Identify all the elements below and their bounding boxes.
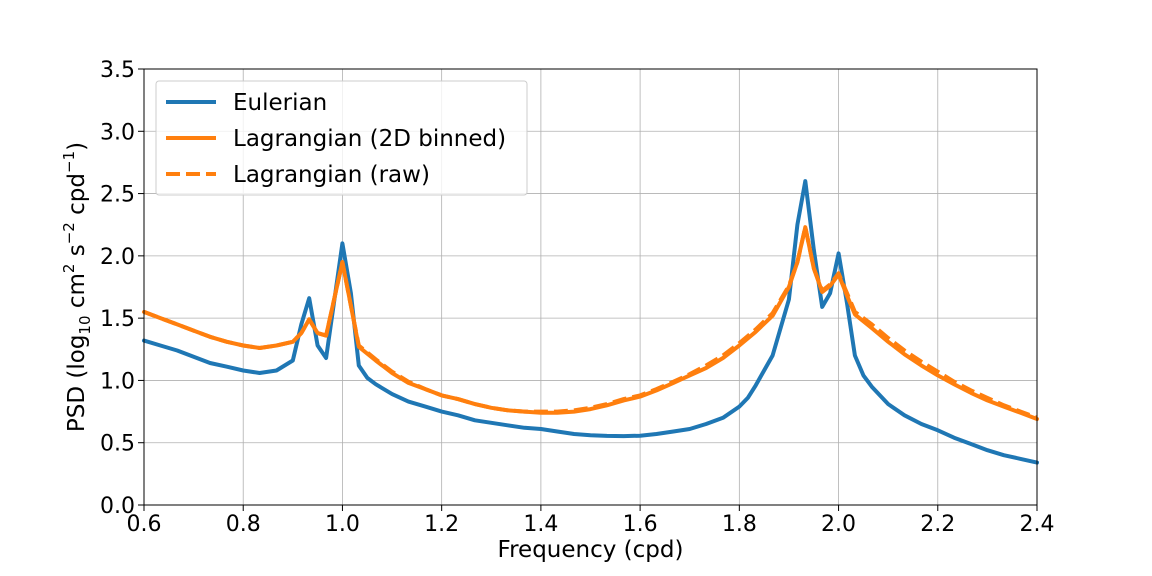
ylabel-suffix: ) — [64, 142, 90, 151]
ylabel-sup3: −1 — [60, 151, 78, 173]
ylabel-sub: 10 — [76, 315, 94, 334]
x-tick-label: 1.2 — [424, 512, 459, 537]
y-tick-label: 0.0 — [100, 494, 135, 519]
legend-label-3: Lagrangian (raw) — [233, 162, 430, 188]
x-tick-label: 1.8 — [722, 512, 757, 537]
x-tick-label: 2.4 — [1020, 512, 1055, 537]
x-tick-label: 2.2 — [920, 512, 955, 537]
ticks: 0.6 0.8 1.0 1.2 1.4 1.6 1.8 2.0 2.2 2.4 0.0 0.5 1.0 1… — [100, 58, 1055, 537]
legend-label-2: Lagrangian (2D binned) — [233, 126, 506, 152]
x-tick-label: 1.4 — [523, 512, 558, 537]
y-tick-label: 3.0 — [100, 120, 135, 145]
legend: Eulerian Lagrangian (2D binned) Lagrangian… — [155, 80, 528, 196]
legend-label-1: Eulerian — [233, 90, 327, 116]
legend-box — [155, 80, 528, 196]
x-axis-label: Frequency (cpd) — [498, 537, 684, 563]
x-tick-label: 0.8 — [226, 512, 261, 537]
y-tick-label: 0.5 — [100, 432, 135, 457]
x-tick-label: 0.6 — [127, 512, 162, 537]
ylabel-mid1: cm — [64, 273, 90, 315]
y-tick-label: 1.5 — [100, 307, 135, 332]
y-tick-label: 2.5 — [100, 183, 135, 208]
ylabel-mid3: cpd — [64, 173, 90, 222]
plot-frame — [143, 68, 1038, 506]
x-tick-label: 2.0 — [821, 512, 856, 537]
series-line-1 — [142, 179, 1039, 465]
y-tick-label: 3.5 — [100, 58, 135, 83]
x-tick-label: 1.0 — [325, 512, 360, 537]
ylabel-sup2: −2 — [60, 222, 78, 244]
series-line-2 — [142, 225, 1039, 421]
ylabel-prefix: PSD (log — [64, 335, 90, 433]
series-layer — [142, 179, 1039, 465]
y-tick-label: 2.0 — [100, 245, 135, 270]
y-tick-label: 1.0 — [100, 369, 135, 394]
x-tick-label: 1.6 — [623, 512, 658, 537]
y-axis-label: PSD (log10 cm2 s−2 cpd−1) — [60, 142, 94, 432]
ylabel-mid2: s — [64, 244, 90, 263]
ylabel-sup1: 2 — [60, 264, 78, 274]
